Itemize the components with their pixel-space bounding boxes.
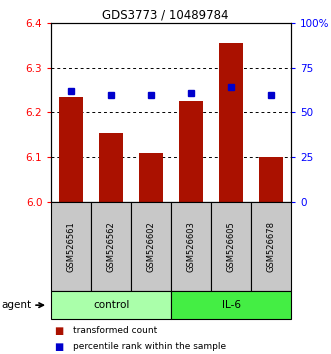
Bar — [131, 202, 171, 291]
Text: control: control — [93, 300, 129, 310]
Text: GDS3773 / 10489784: GDS3773 / 10489784 — [102, 9, 229, 22]
Text: IL-6: IL-6 — [222, 300, 241, 310]
Text: ■: ■ — [55, 326, 64, 336]
Bar — [51, 202, 91, 291]
Text: transformed count: transformed count — [73, 326, 157, 336]
Bar — [171, 291, 291, 319]
Bar — [179, 101, 203, 202]
Bar — [139, 153, 163, 202]
Text: percentile rank within the sample: percentile rank within the sample — [73, 342, 226, 352]
Bar — [211, 202, 251, 291]
Text: GSM526602: GSM526602 — [147, 221, 156, 272]
Text: agent: agent — [2, 300, 32, 310]
Text: GSM526561: GSM526561 — [67, 221, 76, 272]
Bar — [259, 157, 283, 202]
Bar — [99, 132, 123, 202]
Bar — [251, 202, 291, 291]
Text: GSM526603: GSM526603 — [187, 221, 196, 272]
Bar — [219, 43, 243, 202]
Text: ■: ■ — [55, 342, 64, 352]
Bar — [59, 97, 83, 202]
Bar — [51, 291, 171, 319]
Bar — [91, 202, 131, 291]
Text: GSM526605: GSM526605 — [227, 221, 236, 272]
Text: GSM526678: GSM526678 — [267, 221, 276, 272]
Bar — [171, 202, 211, 291]
Text: GSM526562: GSM526562 — [107, 221, 116, 272]
